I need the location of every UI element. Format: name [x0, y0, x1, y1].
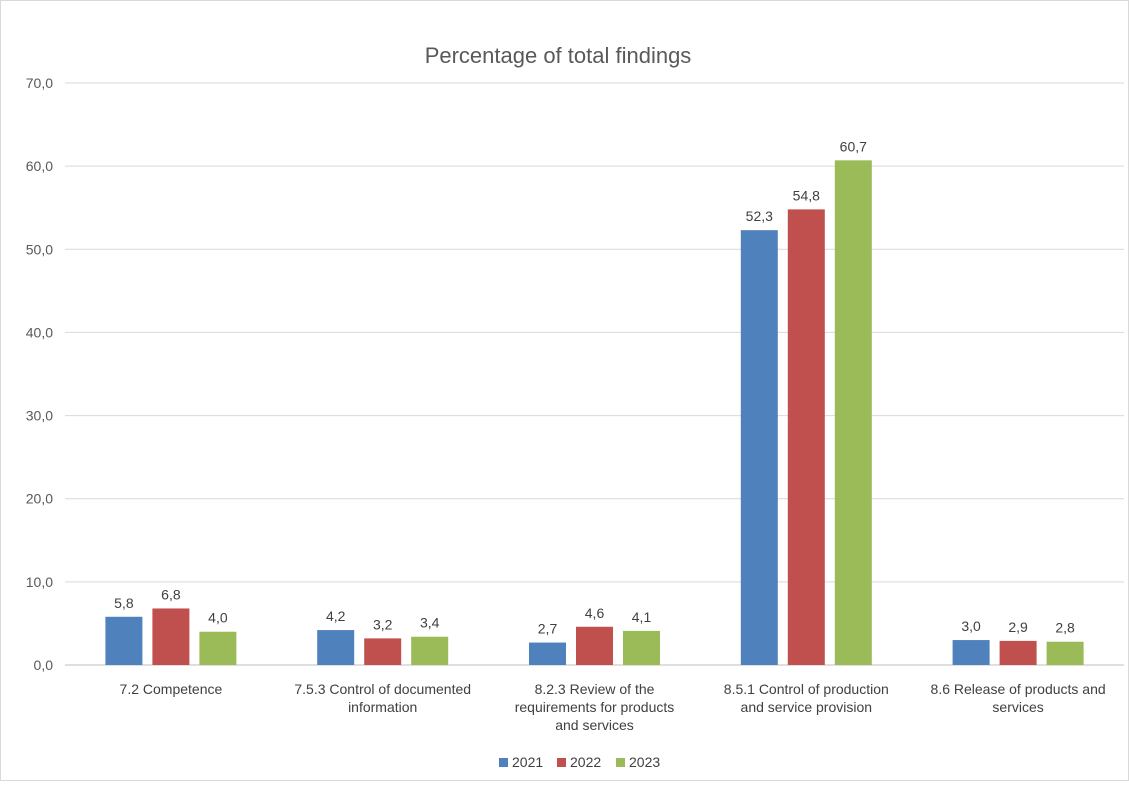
data-label: 3,4 — [420, 615, 440, 631]
data-label: 2,8 — [1055, 620, 1075, 636]
x-category-label-line: 7.2 Competence — [120, 681, 223, 697]
data-label: 2,7 — [538, 621, 558, 637]
y-tick-label: 0,0 — [34, 657, 54, 673]
legend-label: 2023 — [629, 754, 660, 770]
x-category-label-line: and service provision — [741, 699, 873, 715]
y-tick-label: 70,0 — [26, 75, 53, 91]
x-category-label-line: 8.6 Release of products and — [931, 681, 1106, 697]
x-category-label: 7.5.3 Control of documented information — [294, 681, 471, 715]
bar-2022 — [999, 640, 1037, 665]
data-labels: 5,8 6,8 4,0 4,2 3,2 3,4 2,7 4,6 4,1 52,3 54,8 60,7 3… — [114, 138, 1075, 636]
y-tick-label: 30,0 — [26, 408, 53, 424]
data-label: 4,2 — [326, 608, 346, 624]
legend-label: 2022 — [570, 754, 601, 770]
y-tick-label: 40,0 — [26, 324, 53, 340]
bar-2023 — [1046, 641, 1084, 665]
data-label: 6,8 — [161, 586, 181, 602]
y-tick-label: 20,0 — [26, 491, 53, 507]
data-label: 3,0 — [961, 618, 981, 634]
x-category-label: 7.2 Competence — [120, 681, 223, 697]
bar-2023 — [834, 160, 872, 665]
bar-2023 — [623, 630, 660, 665]
legend-swatch — [499, 758, 508, 767]
chart-title: Percentage of total findings — [425, 43, 692, 68]
data-label: 3,2 — [373, 616, 393, 632]
legend-swatch — [557, 758, 566, 767]
bar-2021 — [105, 616, 143, 665]
x-category-label: 8.2.3 Review of the requirements for prod… — [515, 681, 675, 733]
x-category-label: 8.6 Release of products and services — [931, 681, 1106, 715]
x-category-label-line: information — [348, 699, 417, 715]
data-label: 52,3 — [746, 208, 773, 224]
gridlines — [65, 82, 1124, 666]
y-tick-label: 60,0 — [26, 158, 53, 174]
bar-2022 — [787, 209, 825, 665]
x-category-label-line: 8.2.3 Review of the — [535, 681, 655, 697]
y-tick-label: 50,0 — [26, 241, 53, 257]
y-axis: 0,0 10,0 20,0 30,0 40,0 50,0 60,0 70,0 — [26, 75, 53, 673]
y-tick-label: 10,0 — [26, 574, 53, 590]
bar-2023 — [199, 631, 237, 665]
bar-2021 — [740, 230, 778, 666]
x-category-label: 8.5.1 Control of production and service p… — [724, 681, 889, 715]
data-label: 4,6 — [585, 605, 605, 621]
bar-2022 — [364, 638, 402, 665]
data-label: 54,8 — [793, 187, 820, 203]
x-axis: 7.2 Competence 7.5.3 Control of documente… — [120, 681, 1106, 733]
x-category-label-line: 7.5.3 Control of documented — [294, 681, 471, 697]
data-label: 60,7 — [840, 138, 867, 154]
data-label: 5,8 — [114, 595, 134, 611]
bar-2021 — [529, 642, 566, 665]
data-label: 2,9 — [1008, 619, 1028, 635]
legend-label: 2021 — [512, 754, 543, 770]
x-category-label-line: requirements for products — [515, 699, 675, 715]
bar-2023 — [411, 636, 449, 665]
x-category-label-line: and services — [555, 717, 634, 733]
legend-swatch — [616, 758, 625, 767]
x-category-label-line: 8.5.1 Control of production — [724, 681, 889, 697]
bar-2022 — [576, 626, 613, 665]
x-category-label-line: services — [992, 699, 1043, 715]
bar-2021 — [952, 640, 990, 665]
bar-2021 — [317, 630, 355, 665]
data-label: 4,1 — [632, 609, 652, 625]
bars — [105, 160, 1084, 666]
data-label: 4,0 — [208, 610, 228, 626]
legend: 2021 2022 2023 — [499, 754, 660, 770]
bar-2022 — [152, 608, 190, 665]
